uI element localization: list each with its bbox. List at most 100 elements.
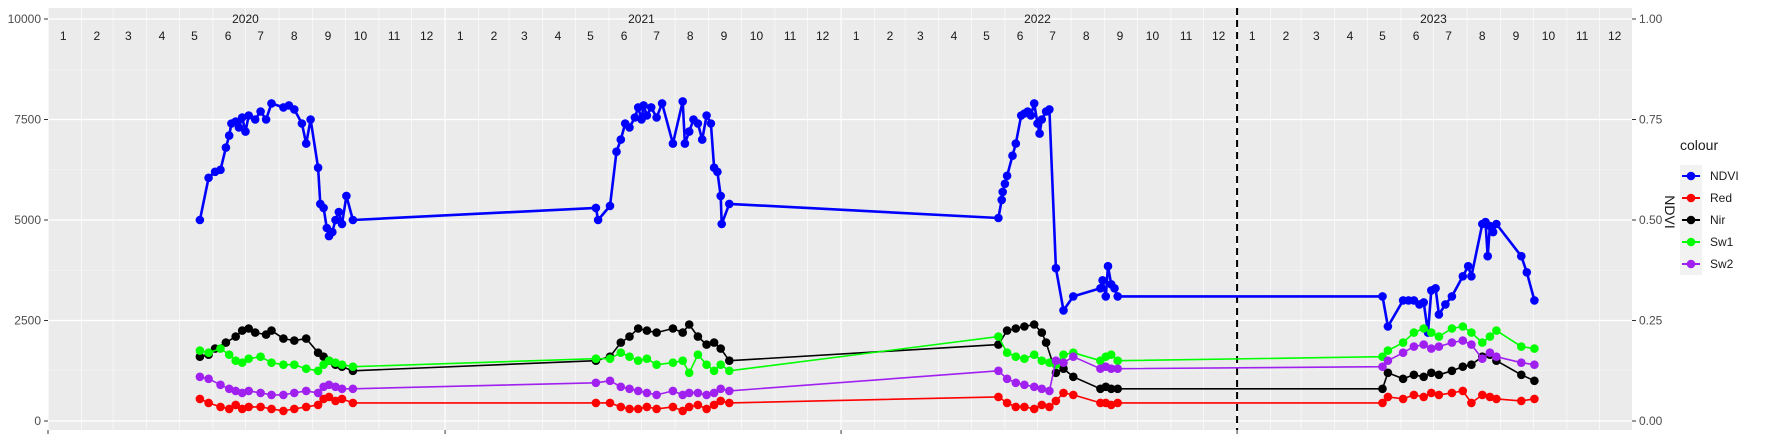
month-label: 7 <box>1049 29 1056 43</box>
data-point-ndvi <box>616 135 626 144</box>
month-label: 11 <box>388 29 401 43</box>
data-point-ndvi <box>702 111 711 120</box>
data-point-ndvi <box>1419 298 1428 307</box>
data-point-ndvi <box>1026 111 1036 120</box>
month-label: 1 <box>457 29 464 43</box>
data-point-ndvi <box>630 113 640 122</box>
data-point-sw1 <box>195 346 205 355</box>
y-tick-label: 0 <box>34 414 41 428</box>
data-point-nir <box>1041 338 1051 347</box>
data-point-sw1 <box>652 360 661 370</box>
data-point-ndvi <box>1463 261 1473 271</box>
data-point-ndvi <box>195 215 205 225</box>
data-point-ndvi <box>1035 129 1044 138</box>
data-point-sw1 <box>716 360 725 370</box>
data-point-red <box>1419 392 1428 402</box>
month-label: 1 <box>1249 29 1256 43</box>
data-point-ndvi <box>994 213 1003 223</box>
data-point-ndvi <box>1098 276 1107 285</box>
month-label: 10 <box>354 29 368 43</box>
data-point-sw1 <box>301 364 311 374</box>
month-label: 1 <box>60 29 67 43</box>
data-point-ndvi <box>290 105 299 114</box>
data-point-sw2 <box>195 372 205 382</box>
data-point-red <box>1045 402 1054 412</box>
data-point-red <box>1378 398 1387 408</box>
data-point-sw2 <box>1458 336 1468 345</box>
data-point-red <box>1069 390 1078 400</box>
data-point-ndvi <box>297 119 307 128</box>
month-label: 12 <box>1212 29 1226 43</box>
data-point-nir <box>1029 320 1039 329</box>
data-point-sw1 <box>279 360 288 370</box>
legend-key-point <box>1686 171 1696 181</box>
data-point-ndvi <box>612 147 621 156</box>
data-point-ndvi <box>331 215 340 225</box>
data-point-ndvi <box>224 131 234 140</box>
data-point-ndvi <box>1441 300 1450 309</box>
data-point-ndvi <box>221 143 231 152</box>
year-label: 2021 <box>628 12 655 26</box>
data-point-nir <box>652 328 661 337</box>
data-point-nir <box>221 338 231 347</box>
data-point-red <box>684 402 694 412</box>
y2-tick-label: 1.00 <box>1639 12 1663 26</box>
data-point-ndvi <box>348 215 358 225</box>
data-point-ndvi <box>244 111 253 120</box>
data-point-sw1 <box>1020 354 1029 364</box>
data-point-sw1 <box>684 368 694 378</box>
month-label: 9 <box>721 29 728 43</box>
data-point-red <box>1478 390 1487 400</box>
data-point-ndvi <box>998 187 1007 197</box>
data-point-sw1 <box>224 350 234 360</box>
month-label: 10 <box>1146 29 1160 43</box>
data-point-ndvi <box>267 99 276 108</box>
month-label: 12 <box>1608 29 1622 43</box>
data-point-nir <box>250 328 260 337</box>
data-point-ndvi <box>1492 219 1501 229</box>
legend-key-point <box>1686 237 1696 247</box>
data-point-sw1 <box>1029 350 1039 360</box>
data-point-ndvi <box>1522 268 1532 277</box>
data-point-sw1 <box>244 354 253 364</box>
data-point-red <box>678 406 687 416</box>
data-point-ndvi <box>684 127 694 136</box>
month-label: 6 <box>1017 29 1024 43</box>
y2-axis-title: NDVI <box>1662 195 1678 228</box>
data-point-sw1 <box>313 366 323 376</box>
data-point-ndvi <box>1011 139 1021 148</box>
data-point-red <box>605 398 615 408</box>
data-point-ndvi <box>1431 284 1440 293</box>
data-point-sw1 <box>1398 338 1408 347</box>
data-point-ndvi <box>1467 272 1476 281</box>
data-point-ndvi <box>1045 105 1054 114</box>
data-point-ndvi <box>642 111 652 120</box>
data-point-sw1 <box>290 360 299 370</box>
data-point-nir <box>267 326 276 335</box>
data-point-ndvi <box>301 139 311 148</box>
data-point-ndvi <box>591 203 601 213</box>
series-sw2 <box>195 336 1539 400</box>
data-point-ndvi <box>237 113 247 122</box>
y2-tick-label: 0.00 <box>1639 414 1663 428</box>
data-point-nir <box>301 334 311 343</box>
data-point-ndvi <box>319 203 328 213</box>
data-point-red <box>1037 400 1047 410</box>
data-point-sw2 <box>290 388 299 398</box>
data-point-sw2 <box>994 366 1003 376</box>
data-point-ndvi <box>706 119 716 128</box>
data-point-sw2 <box>337 384 347 394</box>
data-point-nir <box>1059 364 1068 374</box>
data-point-ndvi <box>250 115 260 124</box>
data-point-ndvi <box>328 227 337 237</box>
data-point-nir <box>1419 372 1428 382</box>
data-point-ndvi <box>1000 179 1010 189</box>
data-point-nir <box>1011 324 1021 333</box>
data-point-red <box>591 398 601 408</box>
data-point-ndvi <box>693 119 703 128</box>
month-label: 4 <box>159 29 166 43</box>
data-point-ndvi <box>261 115 271 124</box>
legend-item-sw2: Sw2 <box>1680 253 1734 275</box>
data-point-ndvi <box>1069 292 1078 301</box>
data-point-sw1 <box>625 352 634 362</box>
